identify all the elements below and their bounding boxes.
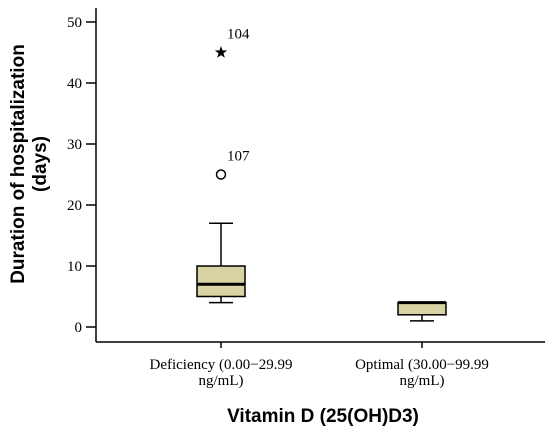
outlier-label: 104: [227, 27, 250, 43]
outlier-label: 107: [227, 149, 250, 165]
x-tick-label: ng/mL): [400, 373, 445, 389]
y-axis-title-line-1: Duration of hospitalization: [8, 44, 29, 284]
x-tick-label: ng/mL): [199, 373, 244, 389]
x-axis-title: Vitamin D (25(OH)D3): [227, 406, 419, 427]
y-tick-label: 20: [67, 198, 82, 214]
y-tick-label: 10: [67, 259, 82, 275]
x-tick-label: Optimal (30.00−99.99: [355, 357, 489, 373]
y-axis-title-line-2: (days): [30, 136, 51, 192]
y-tick-label: 0: [75, 320, 83, 336]
outlier-circle-marker: [215, 169, 227, 180]
y-tick-label: 50: [67, 15, 82, 31]
outlier-star-marker: [214, 46, 228, 58]
y-axis-title: Duration of hospitalization (days): [8, 44, 51, 284]
box-iqr: [397, 301, 447, 316]
box-iqr: [196, 265, 246, 298]
y-tick-label: 30: [67, 137, 82, 153]
y-tick-label: 40: [67, 76, 82, 92]
x-tick-label: Deficiency (0.00−29.99: [150, 357, 293, 373]
